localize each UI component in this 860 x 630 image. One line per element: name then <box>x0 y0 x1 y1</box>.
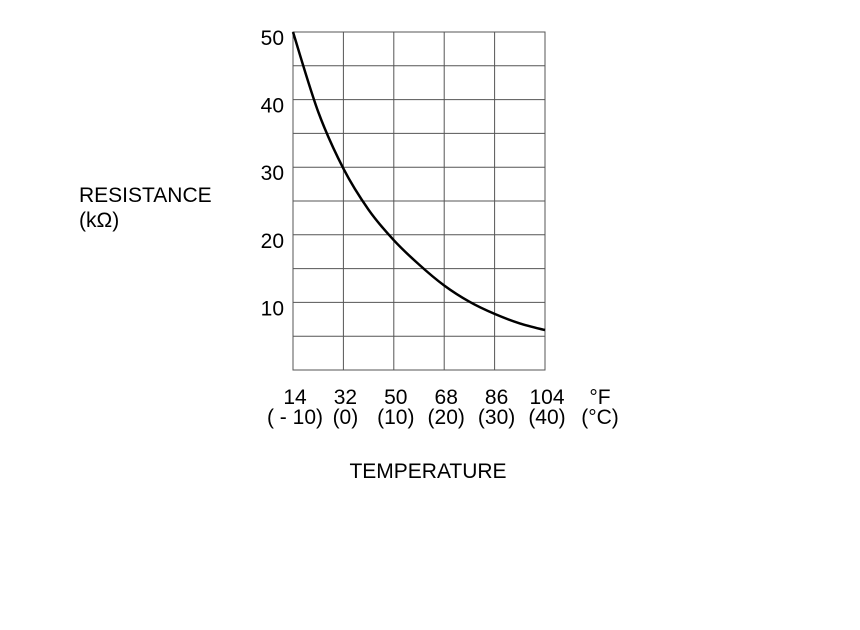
x-axis-label: TEMPERATURE <box>349 460 506 483</box>
y-axis-label: RESISTANCE <box>79 184 212 207</box>
x-tick-label-fahrenheit: 86 <box>485 386 508 409</box>
y-tick-label: 20 <box>261 230 284 253</box>
y-tick-label: 30 <box>261 162 284 185</box>
x-tick-label-fahrenheit: 68 <box>435 386 458 409</box>
x-unit-fahrenheit: °F <box>589 386 610 409</box>
x-tick-label-celsius: (40) <box>528 406 565 429</box>
x-tick-label-fahrenheit: 14 <box>283 386 307 409</box>
y-axis-unit: (kΩ) <box>79 209 119 232</box>
x-tick-label-fahrenheit: 32 <box>334 386 357 409</box>
x-tick-label-celsius: (20) <box>428 406 465 429</box>
y-tick-label: 10 <box>261 297 284 320</box>
resistance-curve <box>291 31 546 332</box>
x-unit-celsius: (°C) <box>581 406 619 429</box>
x-tick-labels: 14( - 10) 32(0) 50(10) 68(20) 86(30) 104(40) <box>267 386 566 429</box>
y-tick-label: 50 <box>261 27 284 50</box>
x-tick-label-fahrenheit: 104 <box>529 386 564 409</box>
x-tick-label-celsius: ( - 10) <box>267 406 323 429</box>
x-tick-label-celsius: (10) <box>377 406 414 429</box>
x-tick-label-celsius: (0) <box>333 406 359 429</box>
y-tick-label: 40 <box>261 95 284 118</box>
y-tick-labels: 10 20 30 40 50 <box>261 27 284 320</box>
curve-layer <box>291 31 546 332</box>
x-tick-label-fahrenheit: 50 <box>384 386 407 409</box>
x-tick-label-celsius: (30) <box>478 406 515 429</box>
